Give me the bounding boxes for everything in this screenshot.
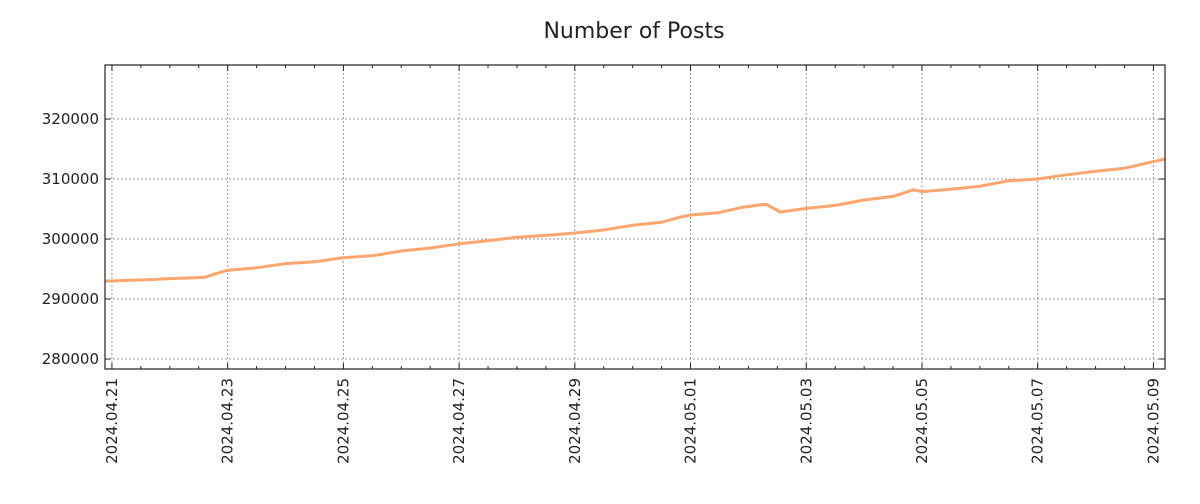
x-tick-label: 2024.04.25 — [334, 378, 352, 464]
x-tick-label: 2024.05.07 — [1029, 378, 1047, 464]
y-tick-label: 290000 — [42, 290, 99, 308]
axes: 2024.04.21 2024.04.23 2024.04.25 2024.04.27… — [42, 65, 1165, 464]
x-tick-label: 2024.05.09 — [1144, 378, 1162, 464]
x-tick-label: 2024.04.23 — [219, 378, 237, 464]
chart-title: Number of Posts — [543, 19, 724, 44]
x-tick-label: 2024.04.29 — [566, 378, 584, 464]
series-line — [105, 159, 1165, 281]
x-tick-label: 2024.05.05 — [913, 378, 931, 464]
x-tick-label: 2024.04.27 — [450, 378, 468, 464]
x-tick-label: 2024.04.21 — [103, 378, 121, 464]
plot-frame — [105, 65, 1165, 369]
y-tick-label: 300000 — [42, 230, 99, 248]
grid — [105, 65, 1165, 369]
x-tick-label: 2024.05.01 — [682, 378, 700, 464]
y-tick-label: 280000 — [42, 350, 99, 368]
y-tick-label: 320000 — [42, 110, 99, 128]
x-tick-label: 2024.05.03 — [797, 378, 815, 464]
y-tick-label: 310000 — [42, 170, 99, 188]
series-layer — [105, 159, 1165, 281]
